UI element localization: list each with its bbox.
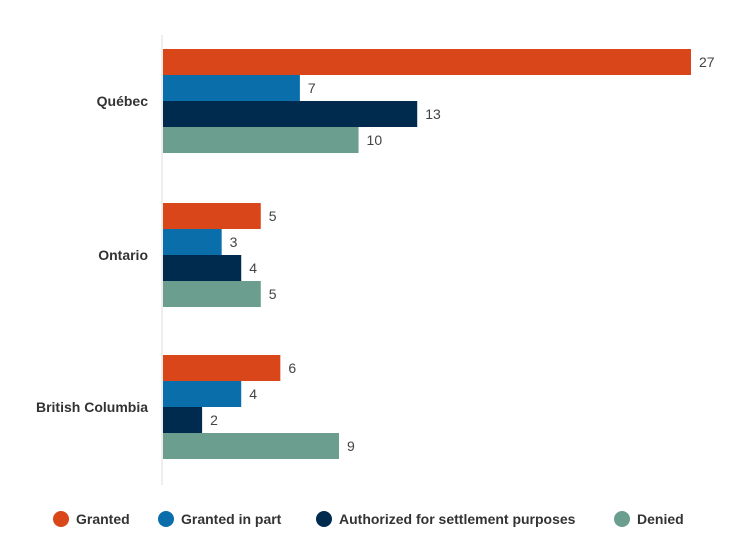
legend: Granted Granted in part Authorized for set… xyxy=(53,511,684,527)
legend-item-granted: Granted xyxy=(53,511,130,527)
value-label-ontario-granted-in-part: 3 xyxy=(230,234,238,250)
bar-ontario-granted-in-part xyxy=(163,229,222,255)
value-label-ontario-denied: 5 xyxy=(269,286,277,302)
legend-item-denied: Denied xyxy=(614,511,684,527)
value-label-quebec-granted-in-part: 7 xyxy=(308,80,316,96)
legend-label-denied: Denied xyxy=(637,511,684,527)
legend-marker-authorized-for-settlement-purposes xyxy=(316,511,332,527)
value-label-british-columbia-authorized-for-settlement-purposes: 2 xyxy=(210,412,218,428)
bar-british-columbia-granted xyxy=(163,355,281,381)
legend-marker-denied xyxy=(614,511,630,527)
legend-item-granted-in-part: Granted in part xyxy=(158,511,282,527)
legend-label-granted: Granted xyxy=(76,511,130,527)
legend-marker-granted-in-part xyxy=(158,511,174,527)
bar-british-columbia-granted-in-part xyxy=(163,381,242,407)
value-label-british-columbia-granted-in-part: 4 xyxy=(249,386,257,402)
bar-quebec-authorized-for-settlement-purposes xyxy=(163,101,418,127)
bar-quebec-granted xyxy=(163,49,691,75)
value-label-quebec-authorized-for-settlement-purposes: 13 xyxy=(425,106,441,122)
value-label-british-columbia-denied: 9 xyxy=(347,438,355,454)
category-label-quebec: Québec xyxy=(97,93,149,109)
bar-ontario-denied xyxy=(163,281,261,307)
category-label-british-columbia: British Columbia xyxy=(36,399,148,415)
value-label-quebec-denied: 10 xyxy=(367,132,383,148)
bar-quebec-granted-in-part xyxy=(163,75,300,101)
value-label-ontario-granted: 5 xyxy=(269,208,277,224)
bar-british-columbia-authorized-for-settlement-purposes xyxy=(163,407,203,433)
legend-label-authorized-for-settlement-purposes: Authorized for settlement purposes xyxy=(339,511,576,527)
category-label-ontario: Ontario xyxy=(98,247,148,263)
bar-ontario-granted xyxy=(163,203,261,229)
bars-layer xyxy=(163,49,691,459)
legend-marker-granted xyxy=(53,511,69,527)
bar-ontario-authorized-for-settlement-purposes xyxy=(163,255,242,281)
value-label-quebec-granted: 27 xyxy=(699,54,715,70)
bar-british-columbia-denied xyxy=(163,433,339,459)
bar-quebec-denied xyxy=(163,127,359,153)
value-label-british-columbia-granted: 6 xyxy=(288,360,296,376)
value-label-ontario-authorized-for-settlement-purposes: 4 xyxy=(249,260,257,276)
legend-label-granted-in-part: Granted in part xyxy=(181,511,282,527)
legend-item-authorized-for-settlement-purposes: Authorized for settlement purposes xyxy=(316,511,576,527)
